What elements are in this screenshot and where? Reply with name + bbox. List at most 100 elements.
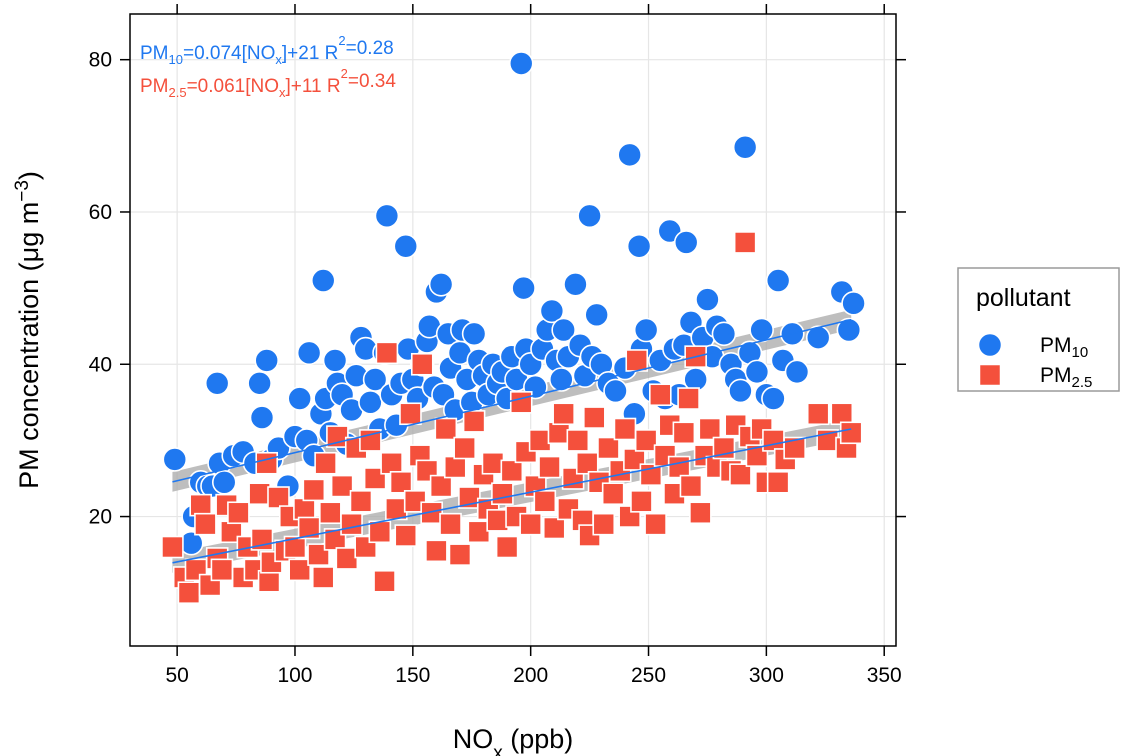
pm25-point: [467, 520, 491, 544]
pm25-point: [601, 482, 625, 506]
pm10-point: [584, 302, 609, 328]
pm25-point: [667, 455, 691, 479]
pm25-point: [283, 535, 307, 559]
legend-marker-square: [978, 363, 1002, 387]
pm10-point: [511, 275, 536, 301]
pm10-point: [784, 359, 810, 385]
pm10-point: [563, 272, 588, 297]
pm25-point: [335, 547, 359, 570]
pm10-point: [162, 447, 188, 472]
pm25-point: [634, 429, 658, 452]
pm25-point: [420, 501, 443, 525]
pm25-point: [649, 383, 672, 407]
pm10-point: [204, 371, 230, 396]
pm25-point: [729, 463, 752, 486]
pm25-point: [538, 455, 561, 479]
pm25-point: [410, 352, 434, 376]
x-tick-label: 100: [277, 664, 312, 687]
pm10-point: [617, 142, 642, 168]
pm25-point: [500, 459, 524, 483]
regression-equation: PM2.5=0.061[NOx]+11 R2=0.34: [140, 66, 396, 100]
pm10-point: [358, 390, 383, 415]
pm25-point: [830, 402, 854, 426]
fit-line: [172, 318, 852, 483]
pm10-point: [728, 378, 753, 404]
pm25-point: [519, 512, 542, 536]
pm25-point: [462, 410, 486, 433]
x-tick-label: 250: [631, 664, 666, 687]
pm25-point: [806, 402, 830, 426]
pm25-point: [429, 474, 453, 498]
pm10-point: [374, 203, 400, 229]
pm25-point: [679, 474, 703, 498]
x-tick-label: 50: [165, 664, 188, 687]
pm10-point: [539, 298, 565, 324]
pm25-point: [733, 231, 757, 254]
pm10-point: [744, 359, 770, 385]
pm25-point: [210, 558, 234, 582]
pm10-point: [695, 287, 720, 312]
pm25-point: [762, 429, 785, 452]
pm10-point: [322, 348, 348, 373]
pm25-point: [672, 421, 696, 445]
y-tick-label: 80: [89, 49, 112, 72]
pm10-point: [551, 317, 576, 343]
pm25-point: [255, 451, 279, 475]
legend-marker-circle: [977, 332, 1003, 358]
pm25-point: [491, 482, 514, 506]
pm10-point: [805, 325, 831, 350]
x-axis-title: NOx (ppb): [453, 724, 574, 756]
pm25-point: [443, 455, 467, 479]
pm25-point: [677, 387, 700, 410]
regression-equation: PM10=0.074[NOx]+21 R2=0.28: [140, 33, 394, 67]
pm25-point: [330, 474, 354, 498]
pm25-point: [311, 566, 335, 589]
pm25-point: [319, 501, 342, 525]
pm25-point: [592, 512, 616, 536]
y-tick-label: 40: [89, 353, 112, 376]
pm10-point: [393, 233, 419, 259]
pm10-point: [428, 272, 454, 297]
pm25-point: [368, 520, 392, 544]
pm25-point: [314, 451, 337, 475]
pm25-point: [340, 512, 363, 536]
pm25-point: [597, 436, 620, 460]
pm25-point: [399, 402, 422, 426]
pm25-point: [783, 436, 806, 460]
axis-ticks: 50 100 150 200 250 300 350 20 40 60 80: [89, 4, 906, 687]
fit-line: [172, 428, 852, 564]
pm25-point: [248, 482, 271, 506]
pm25-point: [689, 501, 712, 525]
pm10-point: [711, 321, 737, 347]
pm10-point: [626, 233, 652, 259]
pm10-point: [296, 340, 322, 366]
legend-title: pollutant: [976, 284, 1071, 312]
x-tick-label: 150: [395, 664, 430, 687]
pm25-point: [698, 417, 722, 441]
pm10-point: [247, 371, 272, 396]
pm25-point: [566, 429, 590, 452]
pm25-point: [189, 493, 213, 517]
pm25-point: [509, 391, 533, 414]
fit-lines: [172, 318, 852, 564]
pm25-point: [613, 417, 637, 441]
pm25-point: [528, 429, 552, 452]
pm25-point: [293, 497, 316, 521]
pm25-point: [297, 516, 321, 540]
pm25-point: [161, 535, 184, 559]
pm10-point: [732, 134, 758, 160]
plot-frame: [129, 13, 897, 647]
pm25-point: [389, 470, 413, 494]
x-tick-label: 300: [749, 664, 784, 687]
pm25-point: [486, 509, 509, 532]
pm25-point: [267, 486, 290, 509]
pm25-point: [434, 417, 458, 441]
pm25-point: [177, 581, 201, 604]
pm10-point: [836, 317, 862, 343]
pm10-point: [577, 203, 602, 229]
pm25-point: [394, 524, 418, 547]
pm10-point: [603, 378, 628, 404]
pm25-point: [380, 451, 403, 475]
